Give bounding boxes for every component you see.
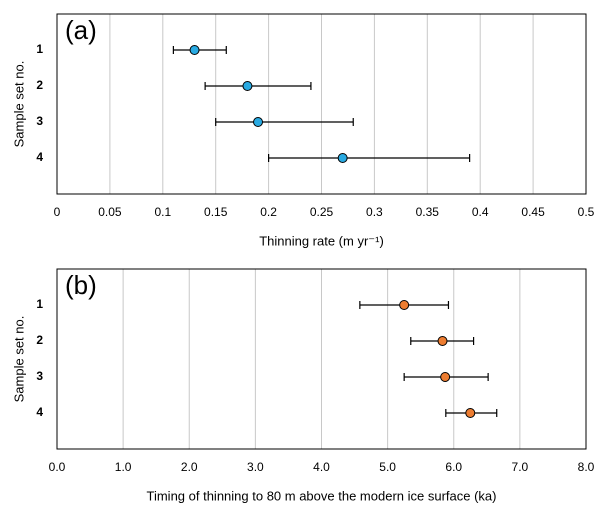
x-tick-label: 0.4 [472, 205, 489, 219]
data-point [253, 117, 264, 127]
x-tick-label: 1.0 [115, 460, 132, 474]
panel-label: (b) [65, 270, 97, 300]
x-axis-label: Thinning rate (m yr⁻¹) [259, 233, 384, 248]
x-tick-label: 0.35 [416, 205, 440, 219]
x-tick-label: 3.0 [247, 460, 264, 474]
x-tick-label: 8.0 [578, 460, 595, 474]
error-bar [172, 46, 227, 54]
x-tick-label: 0.5 [578, 205, 595, 219]
y-tick-label: 3 [36, 369, 43, 383]
x-tick-label: 0.3 [366, 205, 383, 219]
error-bar [215, 118, 354, 126]
plot-border [56, 268, 587, 450]
y-tick-label: 4 [36, 405, 43, 419]
x-tick-label: 7.0 [512, 460, 529, 474]
y-tick-label: 1 [36, 42, 43, 56]
panel-label: (a) [65, 15, 97, 45]
y-axis-label: Sample set no. [11, 316, 26, 403]
x-tick-label: 0.1 [154, 205, 171, 219]
x-tick-label: 6.0 [445, 460, 462, 474]
data-point [337, 153, 348, 163]
y-tick-label: 2 [36, 78, 43, 92]
x-tick-label: 5.0 [379, 460, 396, 474]
y-tick-label: 2 [36, 333, 43, 347]
plot-border [56, 13, 587, 195]
x-tick-label: 0.2 [260, 205, 277, 219]
data-point [189, 45, 200, 55]
y-tick-label: 4 [36, 150, 43, 164]
data-point [440, 372, 451, 382]
y-axis-label: Sample set no. [11, 61, 26, 148]
data-point [437, 336, 448, 346]
x-tick-label: 0.0 [49, 460, 66, 474]
data-point [242, 81, 253, 91]
x-tick-label: 0.25 [310, 205, 334, 219]
x-tick-label: 0.05 [98, 205, 122, 219]
x-tick-label: 0 [54, 205, 61, 219]
x-tick-label: 0.45 [521, 205, 545, 219]
y-tick-label: 1 [36, 297, 43, 311]
x-axis-label: Timing of thinning to 80 m above the mod… [147, 488, 497, 503]
data-point [399, 300, 410, 310]
x-tick-label: 2.0 [181, 460, 198, 474]
data-point [465, 408, 476, 418]
y-tick-label: 3 [36, 114, 43, 128]
error-bar [204, 82, 312, 90]
x-tick-label: 0.15 [204, 205, 228, 219]
error-bar [268, 154, 471, 162]
x-tick-label: 4.0 [313, 460, 330, 474]
